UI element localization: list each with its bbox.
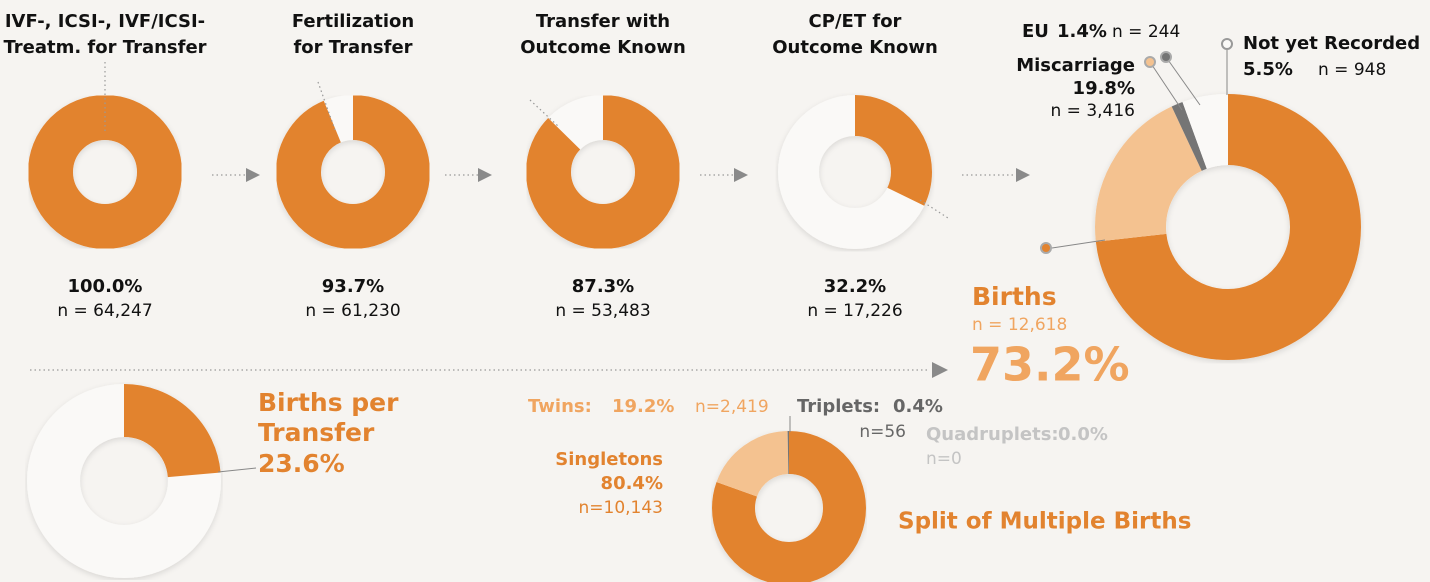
segment-label: EU [1022, 21, 1049, 42]
title: IVF-, ICSI-, IVF/ICSI- [5, 11, 205, 32]
donut [778, 95, 932, 249]
title: Treatm. for Transfer [3, 37, 206, 58]
title: Split of Multiple Births [898, 509, 1191, 535]
segment-label: Singletons [555, 449, 663, 470]
title: for Transfer [293, 37, 412, 58]
count-label: n = 61,230 [305, 301, 400, 321]
donut-segment [526, 95, 680, 249]
segment-label: Not yet Recorded [1243, 33, 1420, 54]
donut-segment [276, 95, 430, 249]
value-label: 87.3% [572, 276, 634, 297]
donut [276, 95, 430, 249]
title: Outcome Known [772, 37, 938, 58]
count-label: n = 53,483 [555, 301, 650, 321]
count-label: n = 3,416 [1051, 101, 1136, 121]
count-label: n=10,143 [578, 498, 663, 518]
count-label: n=56 [859, 422, 906, 442]
count-label: n=2,419 [695, 397, 769, 417]
donut-segment [1095, 94, 1361, 360]
segment-label: Quadruplets: [926, 424, 1059, 445]
value-label: 5.5% [1243, 59, 1293, 80]
title: Births per [258, 388, 399, 417]
donut [27, 384, 221, 578]
count-label: n = 64,247 [57, 301, 152, 321]
value-label: 23.6% [258, 449, 345, 478]
arrows [30, 38, 1233, 473]
donut-segment [1095, 94, 1361, 360]
donut-segment [27, 384, 221, 578]
value-label: 100.0% [68, 276, 143, 297]
title: CP/ET for [809, 11, 902, 32]
value-label: 19.8% [1073, 78, 1135, 99]
count-label: n = 12,618 [972, 315, 1067, 335]
title: Fertilization [292, 11, 414, 32]
count-label: n = 17,226 [807, 301, 902, 321]
value-label: 73.2% [970, 338, 1130, 392]
value-label: 1.4% [1057, 21, 1107, 42]
donut [526, 95, 680, 249]
value-label: 32.2% [824, 276, 886, 297]
segment-label: Births [972, 282, 1057, 311]
donuts [27, 94, 1361, 582]
value-label: 19.2% [612, 396, 674, 417]
donut-segment [778, 95, 932, 249]
title: Outcome Known [520, 37, 686, 58]
value-label: 0.4% [893, 396, 943, 417]
donut-segment [712, 431, 866, 582]
donut-segment [28, 95, 182, 249]
donut [712, 431, 866, 582]
segment-label: Twins: [528, 396, 592, 417]
donut [1095, 94, 1361, 360]
donut [28, 95, 182, 249]
value-label: 80.4% [601, 473, 663, 494]
count-label: n = 948 [1318, 60, 1386, 80]
value-label: 93.7% [322, 276, 384, 297]
count-label: n=0 [926, 449, 962, 469]
title: Transfer [258, 418, 375, 447]
title: Transfer with [536, 11, 670, 32]
segment-label: Miscarriage [1016, 55, 1135, 76]
count-label: n = 244 [1112, 22, 1180, 42]
segment-label: Triplets: [797, 396, 880, 417]
value-label: 0.0% [1058, 424, 1108, 445]
